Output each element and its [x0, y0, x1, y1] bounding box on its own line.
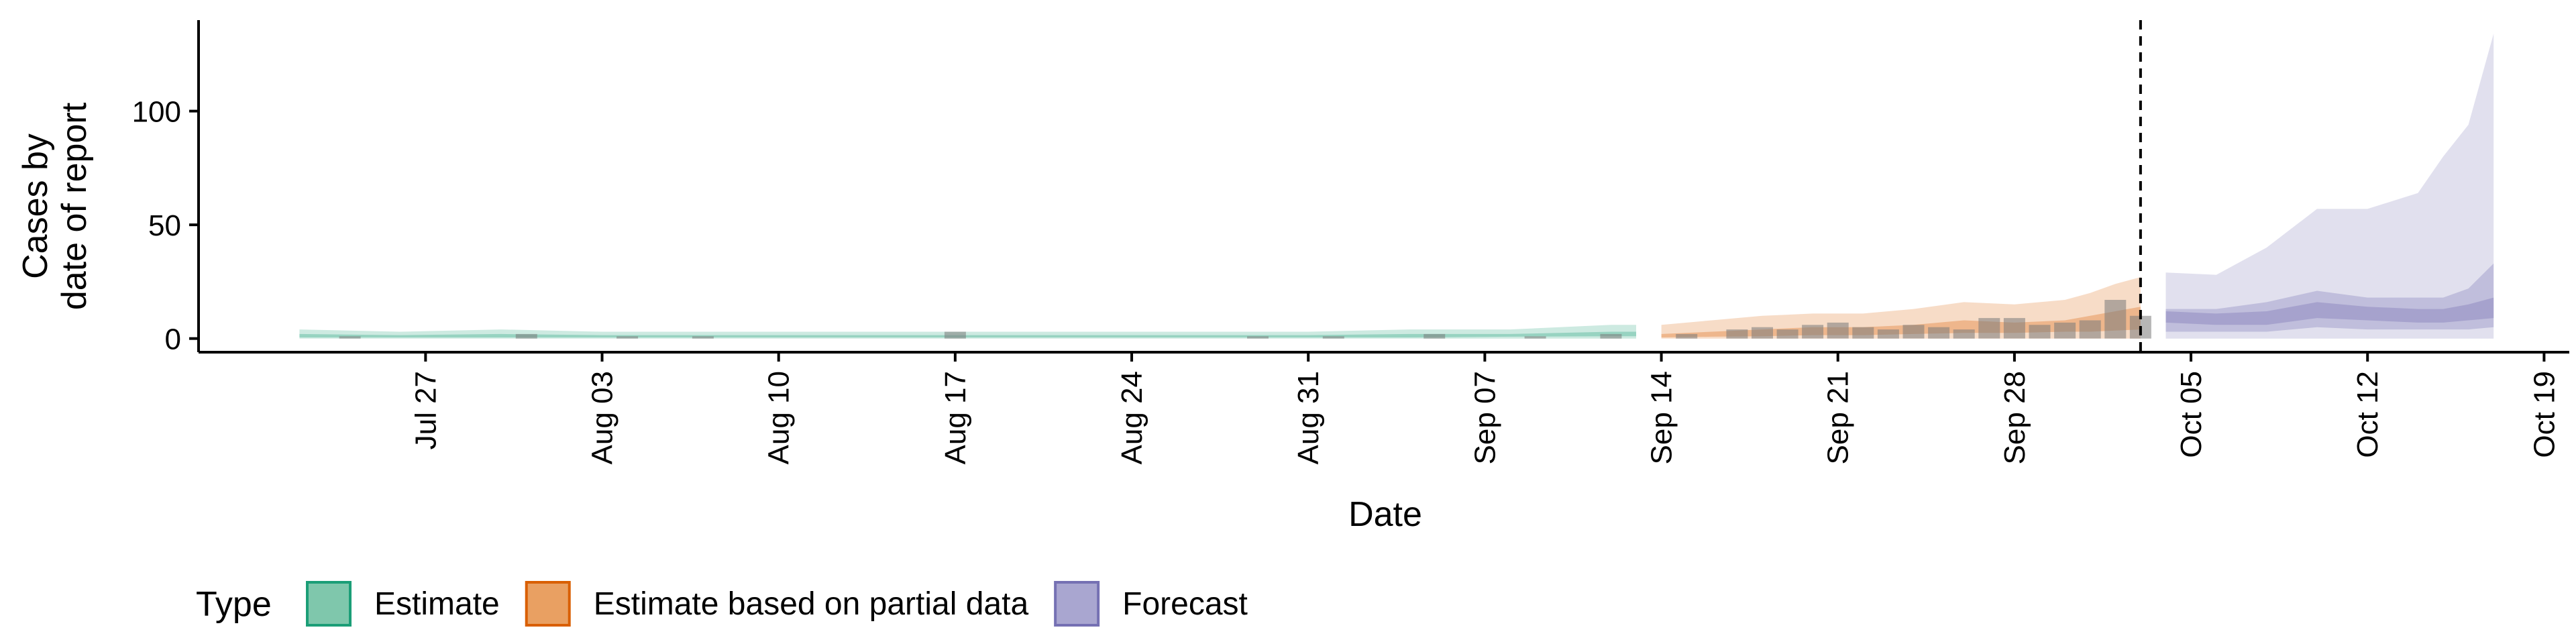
reported-cases-bar	[2054, 322, 2076, 339]
reported-cases-bar	[1802, 325, 1824, 339]
reported-cases-bar	[1600, 333, 1622, 339]
reported-cases-bar	[339, 336, 361, 339]
reported-cases-bar	[1827, 322, 1849, 339]
reported-cases-bar	[1424, 333, 1446, 339]
x-tick-label: Sep 14	[1646, 371, 1678, 464]
x-tick-label: Aug 10	[763, 371, 796, 464]
series-2-outer-band	[2165, 34, 2494, 339]
reported-cases-bar	[1953, 329, 1975, 339]
reported-cases-bar	[1752, 327, 1773, 339]
x-tick-label: Aug 31	[1292, 371, 1325, 464]
x-tick-label: Jul 27	[409, 371, 442, 449]
reported-cases-bar	[2104, 300, 2127, 339]
x-tick-label: Aug 17	[939, 371, 972, 464]
legend-label: Estimate	[374, 586, 500, 622]
axes: 0 50 100 Jul 27 Aug 03 Aug 10 Aug 17 Aug 24 Aug …	[132, 20, 2569, 464]
x-tick-label: Aug 03	[586, 371, 619, 464]
x-axis-title: Date	[1348, 495, 1422, 534]
legend-title: Type	[196, 585, 272, 624]
legend-swatch	[1054, 581, 1100, 627]
x-tick-label: Oct 12	[2351, 371, 2384, 458]
x-tick-label: Sep 28	[1998, 371, 2031, 464]
series-0-outer-band	[299, 325, 1636, 339]
x-tick-label: Oct 05	[2175, 371, 2208, 458]
y-axis-title-line: Cases by	[16, 133, 55, 279]
reported-cases-bar	[1902, 325, 1925, 339]
y-axis-title-text: Cases bydate of report	[16, 102, 94, 310]
x-tick-label: Aug 24	[1116, 371, 1148, 464]
reported-cases-bar	[1322, 336, 1344, 339]
legend-label: Estimate based on partial data	[594, 586, 1029, 622]
reported-cases-bar	[1247, 336, 1269, 339]
reported-cases-bar	[2003, 318, 2025, 339]
reported-cases-bar	[515, 333, 537, 339]
series-0-inner-band	[299, 331, 1636, 337]
reported-cases-bar	[1726, 329, 1748, 339]
reported-cases-bar	[616, 336, 639, 339]
y-axis-title-line: date of report	[55, 102, 94, 310]
reported-cases-bar	[1928, 327, 1950, 339]
x-tick-label: Sep 21	[1822, 371, 1855, 464]
reported-cases-bar	[1978, 318, 2000, 339]
series-2-inner-band	[2165, 263, 2494, 332]
y-tick-label: 0	[165, 323, 181, 356]
plot-area	[299, 20, 2494, 352]
reported-cases-bar	[1524, 336, 1546, 339]
reported-cases-bar	[944, 331, 966, 339]
x-tick-label: Sep 07	[1468, 371, 1501, 464]
reported-cases-bar	[1852, 327, 1874, 339]
x-tick-label: Oct 19	[2528, 371, 2561, 458]
reported-cases-bar	[1776, 329, 1799, 339]
reported-cases-bar	[1676, 333, 1698, 339]
reported-cases-bar	[2079, 320, 2101, 339]
reported-cases-bar	[692, 336, 714, 339]
legend-swatch	[306, 581, 352, 627]
y-axis-title: Cases bydate of report	[16, 102, 94, 310]
legend-swatch	[525, 581, 571, 627]
reported-cases-bar	[1877, 329, 1899, 339]
legend-label: Forecast	[1122, 586, 1248, 622]
reported-cases-bar	[2029, 325, 2051, 339]
y-tick-label: 100	[132, 96, 181, 129]
legend: Type Estimate Estimate based on partial da…	[196, 581, 1248, 627]
series-2-core-band	[2165, 297, 2494, 325]
y-tick-label: 50	[148, 209, 181, 242]
